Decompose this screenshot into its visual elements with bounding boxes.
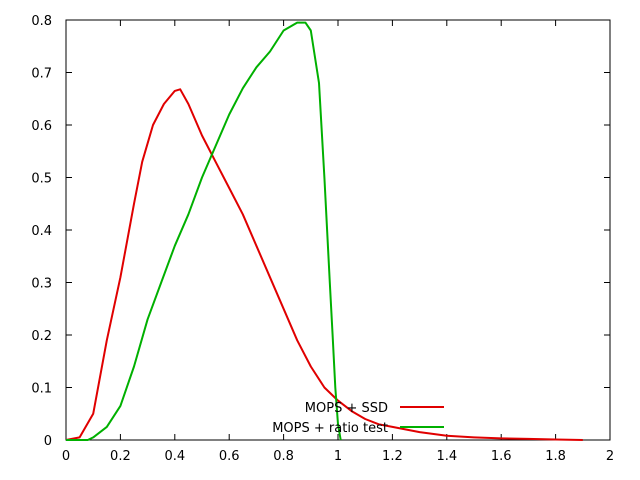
x-tick-label: 0.4 xyxy=(164,449,185,464)
x-tick-label: 1.8 xyxy=(545,449,566,464)
legend-label: MOPS + SSD xyxy=(305,401,388,416)
x-tick-label: 0.8 xyxy=(273,449,294,464)
x-tick-label: 1.2 xyxy=(382,449,403,464)
x-tick-label: 1 xyxy=(334,449,342,464)
x-tick-label: 2 xyxy=(606,449,614,464)
legend: MOPS + SSD MOPS + ratio test xyxy=(272,401,444,436)
y-tick-label: 0.7 xyxy=(31,67,52,82)
y-tick-label: 0.1 xyxy=(31,382,52,397)
legend-label: MOPS + ratio test xyxy=(272,421,388,436)
x-tick-label: 1.4 xyxy=(436,449,457,464)
y-axis-tick-labels: 0 0.1 0.2 0.3 0.4 0.5 0.6 0.7 0.8 xyxy=(31,14,52,449)
x-tick-label: 0 xyxy=(62,449,70,464)
series-line-2 xyxy=(66,21,342,441)
y-tick-label: 0 xyxy=(44,434,52,449)
y-tick-label: 0.8 xyxy=(31,14,52,29)
series-lines xyxy=(65,21,583,441)
x-tick-label: 0.2 xyxy=(110,449,131,464)
y-tick-label: 0.2 xyxy=(31,329,52,344)
x-tick-label: 0.6 xyxy=(219,449,240,464)
y-tick-label: 0.5 xyxy=(31,172,52,187)
y-tick-label: 0.4 xyxy=(31,224,52,239)
plot-frame xyxy=(65,19,611,441)
x-tick-label: 1.6 xyxy=(491,449,512,464)
y-tick-label: 0.3 xyxy=(31,277,52,292)
y-tick-label: 0.6 xyxy=(31,119,52,134)
x-axis-tick-labels: 0 0.2 0.4 0.6 0.8 1 1.2 1.4 1.6 1.8 2 xyxy=(62,449,614,464)
tick-marks xyxy=(65,19,611,441)
series-line-1 xyxy=(65,88,583,441)
